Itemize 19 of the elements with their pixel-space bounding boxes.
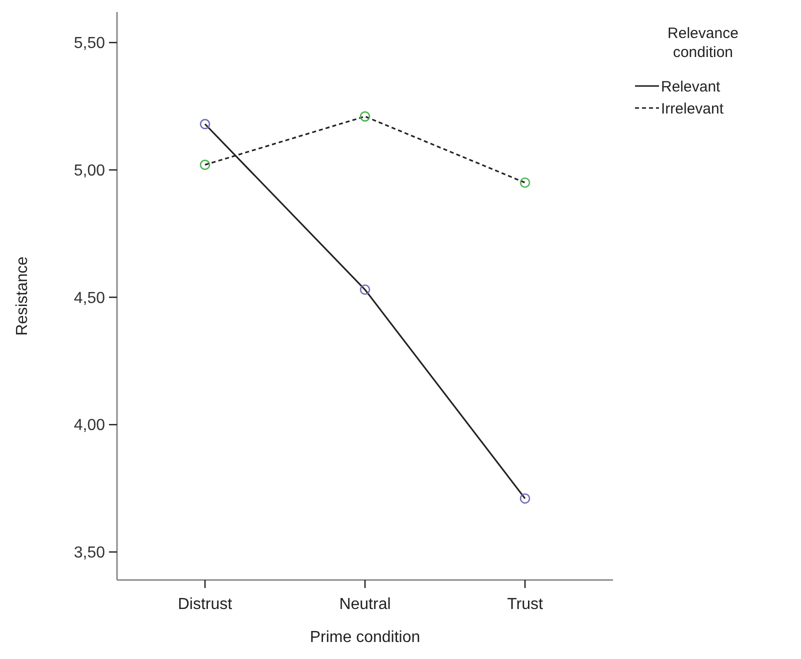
point [360,111,370,122]
legend-label: Irrelevant [661,100,724,118]
point [200,118,210,130]
y-tick-label: 5,50 [74,35,106,52]
y-tick-label: 4,50 [74,290,106,307]
x-axis-title: Prime condition [310,629,420,646]
y-tick-label: 5,00 [74,162,106,180]
legend-title: Relevance condition [668,25,738,61]
legend-label: Relevant [661,78,722,96]
point [520,178,530,188]
x-tick-label: Distrust [178,596,233,613]
y-axis-title: Resistance [14,256,31,336]
y-tick-label: 3,50 [74,544,106,562]
x-tick-label: Neutral [339,596,391,613]
point [200,160,210,170]
y-tick-label: 4,00 [74,417,106,434]
point [520,493,530,504]
point [360,284,370,295]
x-tick-label: Trust [507,596,544,613]
